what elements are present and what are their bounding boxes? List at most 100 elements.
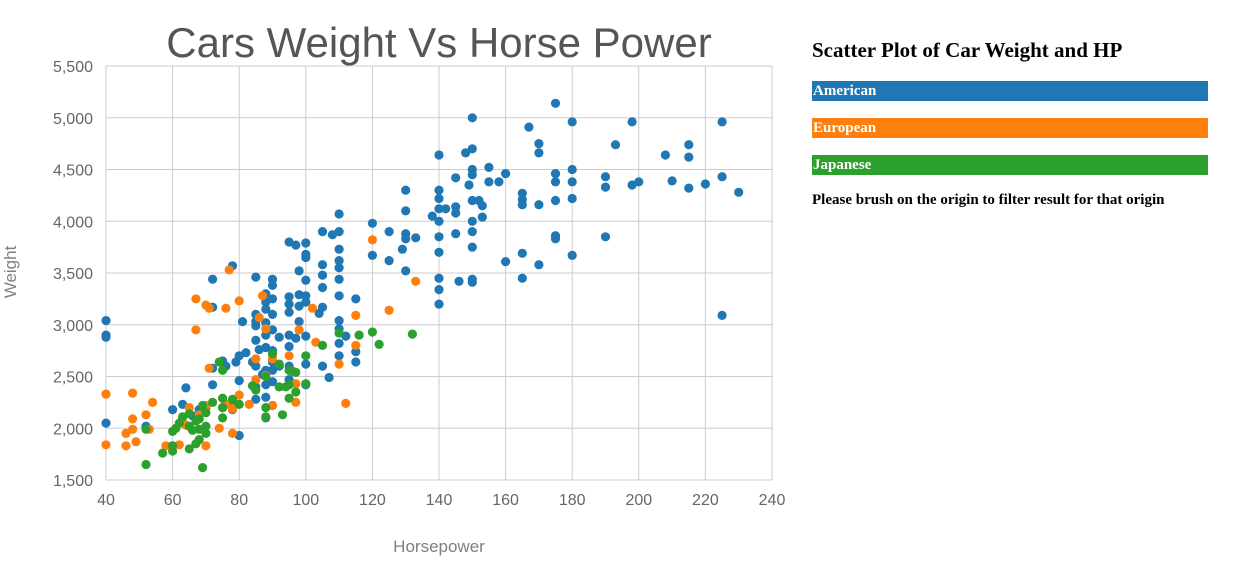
data-point <box>284 380 294 390</box>
data-point <box>467 277 477 287</box>
data-point <box>261 412 271 422</box>
data-point <box>534 139 544 149</box>
data-point <box>141 459 151 470</box>
data-point <box>610 140 621 150</box>
data-point <box>501 169 511 179</box>
data-point <box>317 270 328 280</box>
data-point <box>334 328 344 338</box>
data-point <box>384 256 394 266</box>
data-point <box>717 172 727 182</box>
x-tick-label: 40 <box>97 492 115 509</box>
chart-title: Cars Weight Vs Horse Power <box>166 19 711 66</box>
data-point <box>274 359 284 369</box>
data-point <box>291 367 301 377</box>
data-point <box>517 273 527 283</box>
data-point <box>384 227 394 237</box>
data-point <box>434 216 444 226</box>
data-point <box>600 232 611 242</box>
data-point <box>434 285 444 295</box>
data-point <box>334 351 344 361</box>
data-point <box>467 170 477 180</box>
y-tick-label: 4,500 <box>53 163 93 180</box>
data-point <box>291 397 301 407</box>
data-point <box>451 173 461 183</box>
y-axis-title: Weight <box>1 245 20 298</box>
data-point <box>101 316 111 326</box>
data-point <box>198 400 208 411</box>
data-point <box>367 250 377 260</box>
legend-european-bar[interactable]: European <box>812 118 1208 138</box>
data-point <box>291 387 301 397</box>
data-point <box>334 338 344 348</box>
data-point <box>467 216 477 226</box>
panel-title: Scatter Plot of Car Weight and HP <box>812 38 1123 62</box>
tick-labels: 40 60 80 100 120 140 160 180 200 220 240 1,500 2,000… <box>53 59 785 509</box>
data-point <box>227 394 238 404</box>
x-tick-label: 140 <box>426 492 453 509</box>
data-point <box>227 428 238 438</box>
data-point <box>454 276 464 286</box>
data-point <box>301 252 311 263</box>
series-japanese <box>141 327 417 473</box>
data-point <box>251 385 261 395</box>
x-tick-label: 160 <box>492 492 519 509</box>
data-point <box>550 234 561 244</box>
data-points <box>101 98 744 473</box>
data-point <box>227 404 238 414</box>
data-point <box>317 260 328 270</box>
data-point <box>101 332 111 342</box>
data-point <box>201 441 211 451</box>
data-point <box>411 233 421 243</box>
data-point <box>334 244 344 254</box>
data-point <box>550 169 561 179</box>
data-point <box>667 176 677 186</box>
data-point <box>434 232 444 242</box>
data-point <box>464 180 474 190</box>
data-point <box>168 446 178 456</box>
data-point <box>367 235 377 245</box>
data-point <box>451 229 461 239</box>
side-panel: Scatter Plot of Car Weight and HP Americ… <box>812 38 1208 209</box>
y-tick-label: 3,500 <box>53 266 93 283</box>
data-point <box>501 257 511 267</box>
data-point <box>324 372 334 383</box>
data-point <box>148 397 158 407</box>
data-point <box>221 303 231 313</box>
brush-instruction: Please brush on the origin to filter res… <box>812 192 1165 208</box>
grid <box>105 65 773 481</box>
data-point <box>168 405 178 415</box>
data-point <box>434 150 444 160</box>
data-point <box>194 414 204 424</box>
data-point <box>218 365 228 375</box>
data-point <box>354 330 364 340</box>
data-point <box>218 393 228 403</box>
data-point <box>301 297 311 307</box>
data-point <box>334 359 344 369</box>
data-point <box>161 441 171 451</box>
data-point <box>434 299 444 309</box>
data-point <box>534 148 544 158</box>
data-point <box>267 280 278 290</box>
data-point <box>267 294 278 304</box>
legend-japanese-bar[interactable]: Japanese <box>812 155 1208 175</box>
data-point <box>141 424 151 434</box>
data-point <box>401 206 411 216</box>
data-point <box>517 200 527 210</box>
data-point <box>401 266 411 276</box>
data-point <box>294 266 304 276</box>
data-point <box>251 272 261 282</box>
data-point <box>534 200 544 210</box>
data-point <box>184 409 194 419</box>
data-point <box>441 204 451 214</box>
data-point <box>717 117 727 127</box>
legend-american-bar[interactable]: American <box>812 81 1208 101</box>
data-point <box>261 304 271 314</box>
data-point <box>184 444 194 454</box>
data-point <box>384 305 394 315</box>
data-point <box>517 248 527 258</box>
data-point <box>451 208 461 218</box>
data-point <box>241 348 251 358</box>
data-point <box>567 177 577 187</box>
data-point <box>284 292 294 302</box>
data-point <box>208 274 218 284</box>
